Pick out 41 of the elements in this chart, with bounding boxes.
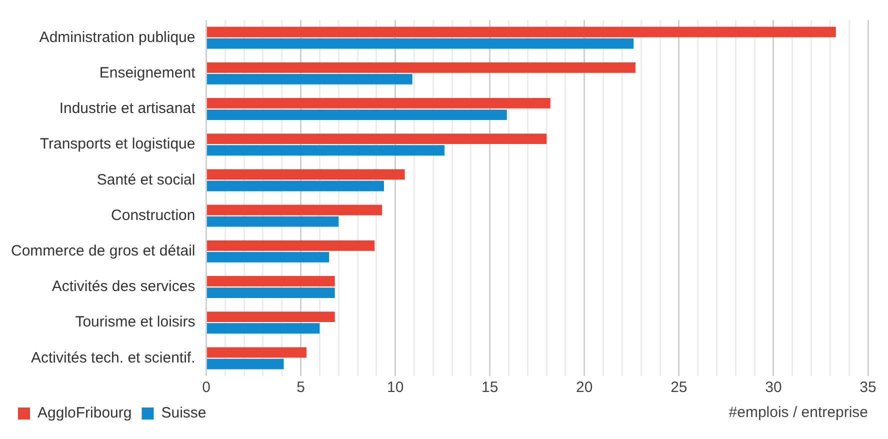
bar: [207, 216, 339, 227]
x-tick-label: 15: [482, 379, 498, 396]
bar: [207, 288, 335, 298]
x-tick-label: 5: [296, 379, 305, 396]
x-tick-label: 20: [576, 379, 593, 396]
y-tick-label: Construction: [111, 206, 196, 224]
bar: [207, 204, 382, 216]
y-tick-label: Industrie et artisanat: [59, 100, 196, 118]
x-axis-title: #emplois / entreprise: [728, 404, 868, 422]
y-tick-label: Transports et logistique: [40, 136, 196, 153]
legend-label: AggloFribourg: [38, 404, 132, 422]
bar: [207, 358, 284, 370]
bar: [207, 74, 412, 84]
bar: [207, 180, 384, 192]
bar: [207, 26, 836, 38]
bar: [207, 38, 634, 49]
y-tick-label: Enseignement: [99, 64, 196, 82]
y-tick-label: Activités des services: [52, 278, 196, 296]
bar: [207, 323, 320, 334]
bar: [207, 98, 550, 108]
y-tick-label: Activités tech. et scientif.: [31, 349, 196, 366]
bar: [207, 252, 330, 262]
bar: [207, 347, 306, 358]
legend-label: Suisse: [161, 404, 206, 422]
x-tick-label: 35: [860, 379, 876, 396]
y-tick-label: Tourisme et loisirs: [75, 314, 196, 331]
bar: [207, 169, 405, 180]
x-tick-label: 10: [386, 379, 404, 396]
x-tick-label: 25: [670, 379, 688, 396]
bar: [207, 276, 335, 286]
y-tick-label: Santé et social: [96, 171, 196, 188]
x-tick-label: 30: [765, 379, 782, 396]
y-tick-label: Commerce de gros et détail: [11, 242, 196, 260]
bar: [207, 134, 547, 144]
bar: [207, 240, 375, 251]
bar: [207, 145, 444, 156]
x-tick-label: 0: [202, 379, 210, 396]
bar: [207, 110, 507, 120]
y-tick-label: Administration publique: [39, 28, 196, 46]
bar: [207, 312, 335, 322]
bar: [207, 62, 636, 73]
